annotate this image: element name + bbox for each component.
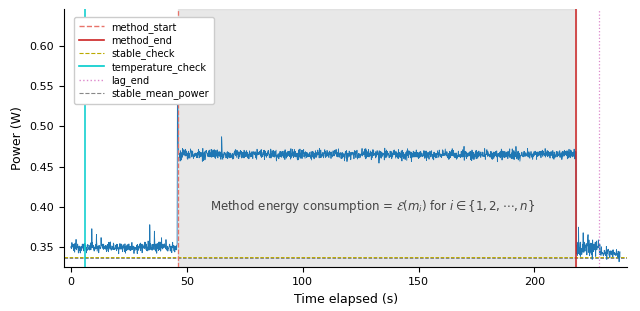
Y-axis label: Power (W): Power (W) [11, 106, 24, 170]
X-axis label: Time elapsed (s): Time elapsed (s) [294, 293, 397, 306]
Legend: method_start, method_end, stable_check, temperature_check, lag_end, stable_mean_: method_start, method_end, stable_check, … [74, 17, 214, 104]
Bar [177, 9, 576, 267]
Text: Method energy consumption = $\mathcal{E}(m_i)$ for $i \in \{1, 2, \cdots, n\}$: Method energy consumption = $\mathcal{E}… [210, 198, 535, 216]
